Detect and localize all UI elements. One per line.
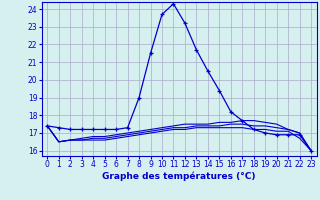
X-axis label: Graphe des températures (°C): Graphe des températures (°C) bbox=[102, 172, 256, 181]
